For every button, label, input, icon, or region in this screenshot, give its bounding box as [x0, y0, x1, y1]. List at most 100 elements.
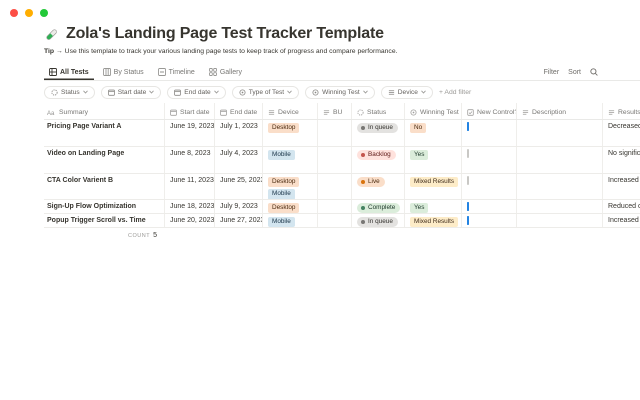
checkbox[interactable]: [467, 215, 469, 225]
checkbox[interactable]: [467, 149, 469, 158]
new-control-cell[interactable]: [462, 214, 517, 227]
search-icon[interactable]: [590, 68, 598, 76]
column-header-start-date[interactable]: Start date: [165, 103, 215, 119]
description-cell[interactable]: [517, 120, 603, 146]
device-cell[interactable]: Mobile: [263, 214, 318, 227]
filter-chip-start-date[interactable]: Start date: [100, 85, 162, 99]
column-header-winning-test[interactable]: Winning Test: [405, 103, 462, 119]
device-cell[interactable]: Desktop Mobile: [263, 174, 318, 199]
new-control-cell[interactable]: [462, 174, 517, 199]
status-cell[interactable]: In queue: [352, 120, 405, 146]
summary-cell[interactable]: CTA Color Varient B: [44, 174, 165, 199]
page: Zola's Landing Page Test Tracker Templat…: [44, 25, 640, 239]
table-row[interactable]: Popup Trigger Scroll vs. Time June 20, 2…: [44, 214, 640, 228]
checkbox[interactable]: [467, 122, 469, 131]
bu-cell[interactable]: [318, 147, 352, 173]
results-cell[interactable]: Decreased: [603, 120, 640, 146]
start-date-cell[interactable]: June 18, 2023: [165, 200, 215, 213]
new-control-cell[interactable]: [462, 120, 517, 146]
end-date-cell[interactable]: June 27, 2023: [215, 214, 263, 227]
close-window-button[interactable]: [10, 9, 18, 17]
new-control-cell[interactable]: [462, 200, 517, 213]
table-row[interactable]: Pricing Page Variant A June 19, 2023 Jul…: [44, 120, 640, 147]
checkbox[interactable]: [467, 176, 469, 185]
status-cell[interactable]: Backlog: [352, 147, 405, 173]
winning-test-cell[interactable]: Yes: [405, 147, 462, 173]
filter-chip-winning-test[interactable]: Winning Test: [305, 85, 375, 99]
column-header-description[interactable]: Description: [517, 103, 603, 119]
bu-cell[interactable]: [318, 200, 352, 213]
description-cell[interactable]: [517, 147, 603, 173]
start-date-cell[interactable]: June 20, 2023: [165, 214, 215, 227]
description-cell[interactable]: [517, 174, 603, 199]
status-cell[interactable]: Complete: [352, 200, 405, 213]
column-header-device[interactable]: Device: [263, 103, 318, 119]
calendar-icon: [107, 89, 115, 96]
tab-all-tests[interactable]: All Tests: [44, 64, 94, 80]
filter-chip-type-of-test[interactable]: Type of Test: [231, 85, 300, 99]
summary-cell[interactable]: Sign-Up Flow Optimization: [44, 200, 165, 213]
device-cell[interactable]: Desktop: [263, 120, 318, 146]
chevron-down-icon: [362, 90, 368, 94]
description-cell[interactable]: [517, 214, 603, 227]
tab-by-status[interactable]: By Status: [98, 64, 149, 80]
count-label: COUNT: [128, 233, 151, 239]
summary-cell[interactable]: Pricing Page Variant A: [44, 120, 165, 146]
column-header-new-control[interactable]: New Control?: [462, 103, 517, 119]
start-date-cell[interactable]: June 8, 2023: [165, 147, 215, 173]
device-tag: Desktop: [268, 123, 300, 134]
results-cell[interactable]: No signific: [603, 147, 640, 173]
end-date-cell[interactable]: June 25, 2023: [215, 174, 263, 199]
table-row[interactable]: Sign-Up Flow Optimization June 18, 2023 …: [44, 200, 640, 214]
tab-label: Gallery: [219, 68, 243, 76]
description-cell[interactable]: [517, 200, 603, 213]
results-cell[interactable]: Increased: [603, 174, 640, 199]
column-header-summary[interactable]: Aa Summary: [44, 103, 165, 119]
winning-test-cell[interactable]: No: [405, 120, 462, 146]
bu-cell[interactable]: [318, 120, 352, 146]
filter-button[interactable]: Filter: [543, 68, 560, 76]
add-filter-button[interactable]: + Add filter: [439, 89, 471, 96]
zoom-window-button[interactable]: [40, 9, 48, 17]
filter-chip-status[interactable]: Status: [44, 85, 95, 99]
column-header-results[interactable]: Results: [603, 103, 640, 119]
winning-test-cell[interactable]: Mixed Results: [405, 214, 462, 227]
filter-chip-device[interactable]: Device: [380, 85, 433, 99]
table-row[interactable]: CTA Color Varient B June 11, 2023 June 2…: [44, 174, 640, 200]
status-cell[interactable]: In queue: [352, 214, 405, 227]
summary-cell[interactable]: Video on Landing Page: [44, 147, 165, 173]
table-row[interactable]: Video on Landing Page June 8, 2023 July …: [44, 147, 640, 174]
device-cell[interactable]: Mobile: [263, 147, 318, 173]
column-header-bu[interactable]: BU: [318, 103, 352, 119]
bu-cell[interactable]: [318, 174, 352, 199]
test-tube-icon: [46, 28, 57, 40]
end-date-cell[interactable]: July 9, 2023: [215, 200, 263, 213]
minimize-window-button[interactable]: [25, 9, 33, 17]
chip-label: Device: [397, 88, 418, 96]
end-date-cell[interactable]: July 1, 2023: [215, 120, 263, 146]
status-pill: Complete: [357, 202, 401, 213]
count-summary[interactable]: COUNT 5: [44, 228, 165, 239]
start-date-cell[interactable]: June 11, 2023: [165, 174, 215, 199]
new-control-cell[interactable]: [462, 147, 517, 173]
bu-cell[interactable]: [318, 214, 352, 227]
winning-test-cell[interactable]: Mixed Results: [405, 174, 462, 199]
device-cell[interactable]: Desktop: [263, 200, 318, 213]
start-date-cell[interactable]: June 19, 2023: [165, 120, 215, 146]
end-date-cell[interactable]: July 4, 2023: [215, 147, 263, 173]
column-header-end-date[interactable]: End date: [215, 103, 263, 119]
filter-chip-end-date[interactable]: End date: [167, 85, 226, 99]
tab-timeline[interactable]: Timeline: [153, 64, 200, 80]
column-header-status[interactable]: Status: [352, 103, 405, 119]
results-cell[interactable]: Reduced c: [603, 200, 640, 213]
tab-gallery[interactable]: Gallery: [204, 64, 247, 80]
summary-cell[interactable]: Popup Trigger Scroll vs. Time: [44, 214, 165, 227]
timeline-view-icon: [157, 68, 166, 76]
device-tag: Mobile: [268, 189, 295, 199]
winning-test-cell[interactable]: Yes: [405, 200, 462, 213]
checkbox[interactable]: [467, 201, 469, 211]
status-cell[interactable]: Live: [352, 174, 405, 199]
sort-button[interactable]: Sort: [568, 68, 581, 76]
list-icon: [388, 89, 394, 95]
results-cell[interactable]: Increased: [603, 214, 640, 227]
